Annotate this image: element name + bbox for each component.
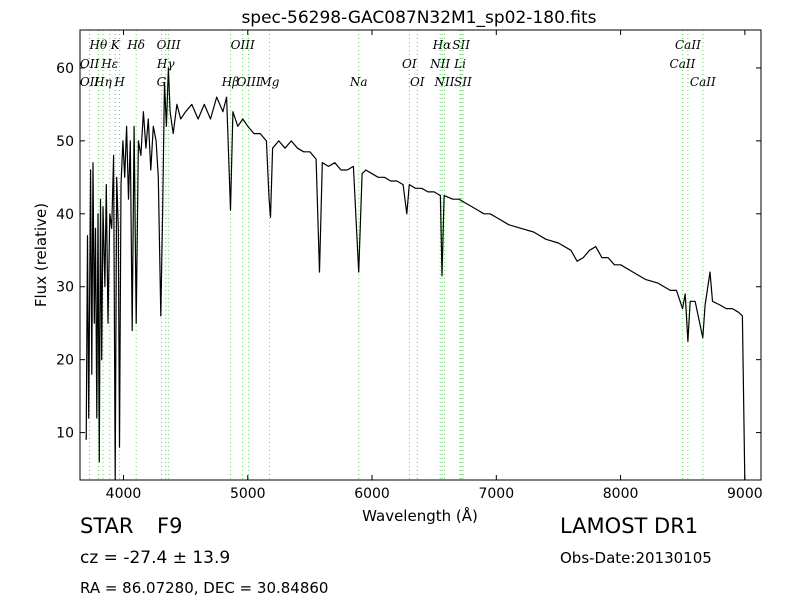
line-mark-label: Na	[349, 75, 368, 89]
chart-title: spec-56298-GAC087N32M1_sp02-180.fits	[241, 8, 596, 28]
x-axis-label: Wavelength (Å)	[362, 506, 478, 525]
y-tick-label: 40	[56, 207, 74, 223]
object-type: STAR	[80, 514, 134, 538]
obs-date: Obs-Date:20130105	[560, 549, 712, 567]
x-tick-label: 4000	[106, 486, 142, 502]
line-mark-label: Hδ	[126, 38, 145, 52]
series-layer	[85, 67, 746, 481]
line-mark-label: CaII	[670, 57, 696, 71]
x-tick-label: 6000	[354, 486, 390, 502]
y-tick-label: 60	[56, 61, 74, 77]
line-mark-label: CaII	[690, 75, 716, 89]
subclass: F9	[157, 514, 183, 538]
line-mark-label: OIII	[157, 38, 181, 52]
line-mark-label: Hη	[93, 75, 112, 89]
line-mark-label: SII	[454, 75, 472, 89]
plot-frame	[79, 29, 762, 481]
x-tick-label: 5000	[230, 486, 266, 502]
y-axis-label: Flux (relative)	[32, 203, 50, 307]
line-mark-label: NII	[429, 57, 450, 71]
line-mark-label: Hθ	[89, 38, 108, 52]
coords: RA = 86.07280, DEC = 30.84860	[80, 579, 329, 597]
line-mark-label: CaII	[675, 38, 701, 52]
line-mark-label: Hε	[100, 57, 118, 71]
line-mark-label: Hβ	[221, 75, 239, 89]
line-mark-label: G	[157, 75, 167, 89]
x-tick-label: 9000	[727, 486, 763, 502]
line-mark-label: OI	[410, 75, 425, 89]
line-mark-label: SII	[452, 38, 470, 52]
line-mark-label: K	[110, 38, 121, 52]
line-mark-label: OIII	[231, 38, 255, 52]
x-tick-label: 7000	[478, 486, 514, 502]
y-tick-label: 20	[56, 353, 74, 369]
line-mark-label: OII	[80, 57, 100, 71]
line-mark-label: H	[113, 75, 125, 89]
spectrum-line	[85, 67, 746, 481]
line-mark-label: OII	[80, 75, 100, 89]
axes: 4000 5000 6000 7000 8000 9000 10 20 30 40 50 60	[56, 29, 763, 502]
y-tick-label: 10	[56, 426, 74, 442]
line-mark-label: Hγ	[156, 57, 175, 71]
line-mark-label: Li	[453, 57, 466, 71]
line-mark-label: OI	[402, 57, 417, 71]
y-tick-label: 30	[56, 280, 74, 296]
cz-value: cz = -27.4 ± 13.9	[80, 548, 231, 568]
line-mark-label: NII	[433, 75, 454, 89]
line-mark-label: OIII	[237, 75, 261, 89]
line-mark-label: Mg	[259, 75, 280, 89]
x-tick-label: 8000	[603, 486, 639, 502]
survey-name: LAMOST DR1	[560, 514, 699, 538]
line-mark-label: Hα	[432, 38, 452, 52]
y-tick-label: 50	[56, 134, 74, 150]
